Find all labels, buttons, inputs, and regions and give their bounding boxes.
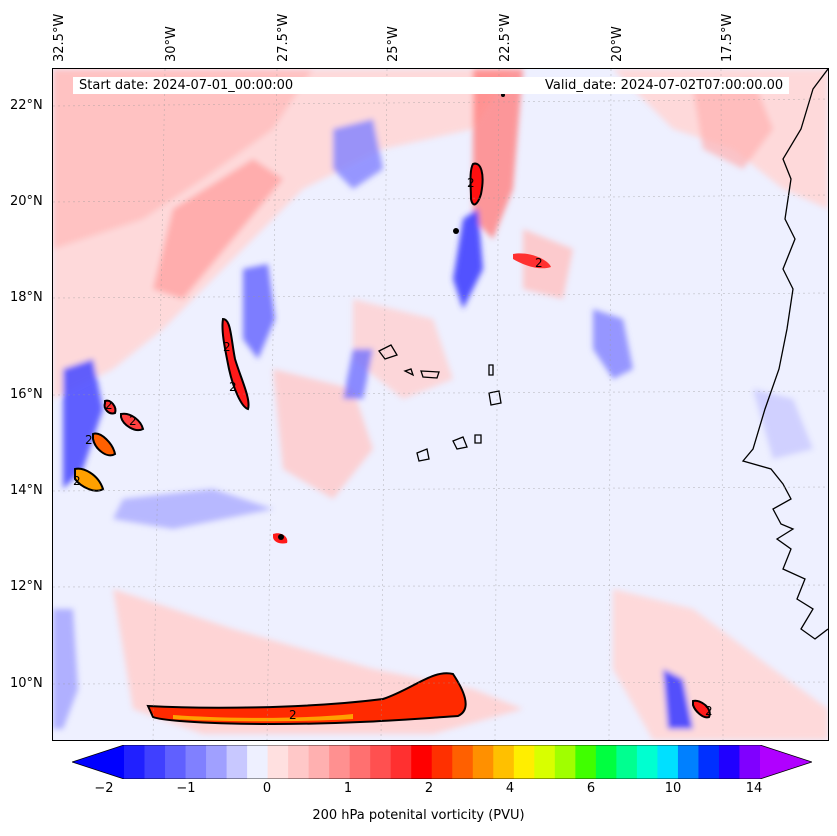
colorbar-segment <box>308 745 330 779</box>
contour-label: 2 <box>223 340 231 354</box>
colorbar-segment <box>657 745 679 779</box>
colorbar-segment <box>513 745 535 779</box>
colorbar-segment <box>698 745 720 779</box>
valid-date-label: Valid_date: 2024-07-02T07:00:00.00 <box>539 77 790 94</box>
contour-label: 2 <box>289 708 297 722</box>
lon-label-25w: 25°W <box>386 26 401 62</box>
colorbar-segment <box>472 745 494 779</box>
colorbar-tick: 6 <box>586 781 596 796</box>
colorbar-segment <box>226 745 248 779</box>
lon-label-20w: 20°W <box>610 26 625 62</box>
colorbar-tick: 4 <box>505 781 515 796</box>
contour-label: 2 <box>705 704 713 718</box>
contour-label: 2 <box>129 414 137 428</box>
graticule <box>53 69 828 740</box>
colorbar-segment <box>431 745 453 779</box>
lon-label-27-5w: 27.5°W <box>276 13 291 62</box>
pv-maxima <box>74 93 711 726</box>
lon-label-30w: 30°W <box>164 26 179 62</box>
africa-coastline <box>741 69 828 640</box>
lon-label-17-5w: 17.5°W <box>720 13 735 62</box>
lon-label-22-5w: 22.5°W <box>498 13 513 62</box>
colorbar-tick: −2 <box>94 781 114 796</box>
lat-label-18n: 18°N <box>10 290 43 305</box>
contour-labels: 2 2 2 2 2 2 2 2 2 2 <box>73 176 713 722</box>
colorbar-segment <box>206 745 228 779</box>
colorbar <box>72 745 812 779</box>
colorbar-segment <box>575 745 597 779</box>
contour-label: 2 <box>467 176 475 190</box>
colorbar-segment <box>739 745 761 779</box>
lon-label-32-5w: 32.5°W <box>52 13 67 62</box>
lat-label-12n: 12°N <box>10 579 43 594</box>
colorbar-tick: 2 <box>424 781 434 796</box>
colorbar-extend-min <box>72 745 124 779</box>
colorbar-extend-max <box>760 745 812 779</box>
pv-shading <box>53 69 828 740</box>
colorbar-segment <box>165 745 187 779</box>
colorbar-segment <box>144 745 166 779</box>
colorbar-segment <box>595 745 617 779</box>
lat-label-22n: 22°N <box>10 98 43 113</box>
contour-label: 2 <box>105 398 113 412</box>
contour-label: 2 <box>73 474 81 488</box>
contour-label: 2 <box>229 380 237 394</box>
contour-label: 2 <box>535 256 543 270</box>
colorbar-segment <box>718 745 740 779</box>
colorbar-tick: 0 <box>262 781 272 796</box>
colorbar-segment <box>677 745 699 779</box>
start-date-label: Start date: 2024-07-01_00:00:00 <box>73 77 545 94</box>
colorbar-tick: 10 <box>664 781 682 796</box>
colorbar-tick: −1 <box>176 781 196 796</box>
lat-label-14n: 14°N <box>10 483 43 498</box>
lat-label-20n: 20°N <box>10 194 43 209</box>
pv-field-map: 2 2 2 2 2 2 2 2 2 2 <box>53 69 828 740</box>
colorbar-segment <box>349 745 371 779</box>
colorbar-segment <box>267 745 289 779</box>
colorbar-tick: 14 <box>745 781 763 796</box>
colorbar-tick: 1 <box>343 781 353 796</box>
colorbar-segment <box>493 745 515 779</box>
contour-label: 2 <box>85 433 93 447</box>
colorbar-segment <box>636 745 658 779</box>
colorbar-segment <box>534 745 556 779</box>
colorbar-segment <box>124 745 146 779</box>
lat-label-16n: 16°N <box>10 387 43 402</box>
colorbar-segment <box>288 745 310 779</box>
colorbar-segment <box>247 745 269 779</box>
lat-label-10n: 10°N <box>10 676 43 691</box>
colorbar-segment <box>411 745 433 779</box>
colorbar-label: 200 hPa potenital vorticity (PVU) <box>312 808 525 823</box>
colorbar-segment <box>452 745 474 779</box>
colorbar-segment <box>616 745 638 779</box>
map-panel: 2 2 2 2 2 2 2 2 2 2 Start date: 2024-07-… <box>52 68 829 741</box>
colorbar-segment <box>390 745 412 779</box>
cape-verde-islands <box>378 344 502 462</box>
colorbar-segment <box>185 745 207 779</box>
colorbar-segment <box>554 745 576 779</box>
colorbar-segment <box>370 745 392 779</box>
colorbar-segment <box>329 745 351 779</box>
